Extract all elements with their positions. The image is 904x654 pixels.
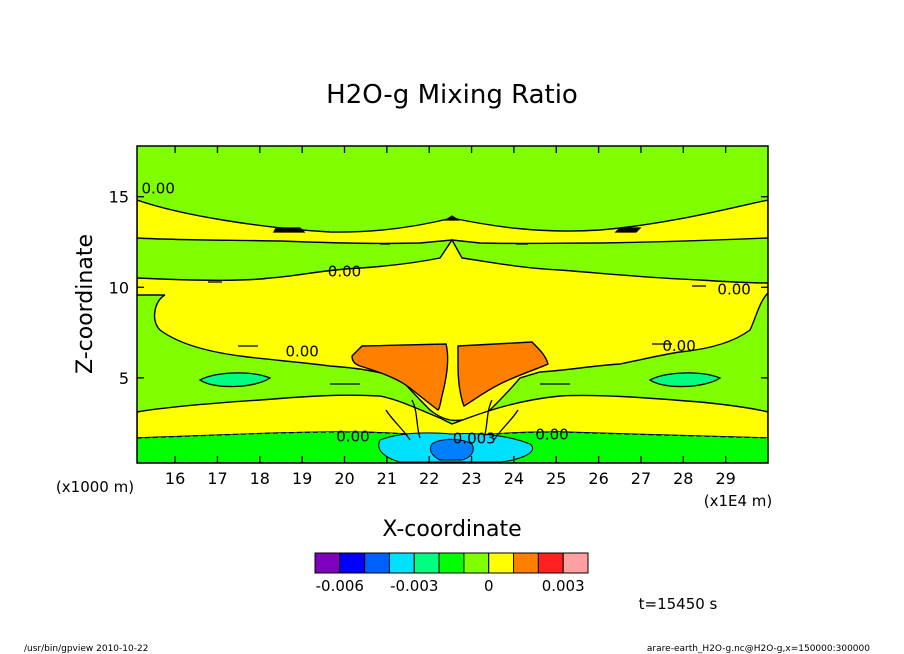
- x-tick-label: 25: [546, 469, 566, 488]
- footer-left: /usr/bin/gpview 2010-10-22: [24, 644, 148, 654]
- y-axis-label: Z-coordinate: [73, 234, 98, 374]
- contour-label: 0.00: [336, 427, 369, 445]
- y-tick-label: 10: [109, 278, 129, 297]
- x-tick-label: 27: [631, 469, 651, 488]
- colorbar-swatch: [463, 552, 490, 574]
- y-axis-ticks: 5 10 15: [109, 188, 768, 388]
- colorbar-swatch: [513, 552, 539, 574]
- colorbar-swatch: [388, 552, 415, 574]
- x-tick-label: 16: [165, 469, 185, 488]
- colorbar-labels: -0.006 -0.003 0 0.003: [316, 577, 585, 595]
- x-unit-label: (x1E4 m): [704, 492, 773, 510]
- colorbar: [314, 552, 589, 574]
- x-tick-label: 26: [588, 469, 608, 488]
- colorbar-tick-label: -0.006: [316, 577, 364, 595]
- contour-label: 0.00: [662, 337, 695, 355]
- x-tick-label: 18: [250, 469, 270, 488]
- minor-contours: [198, 215, 722, 441]
- x-tick-label: 17: [207, 469, 227, 488]
- contour-label: 0.00: [328, 263, 361, 281]
- chart-title: H2O-g Mixing Ratio: [326, 80, 578, 110]
- colorbar-swatch: [314, 552, 341, 574]
- core-right-region: [457, 341, 549, 408]
- y-tick-label: 5: [119, 369, 129, 388]
- x-tick-label: 28: [673, 469, 693, 488]
- contour-label: -0.003: [447, 429, 495, 447]
- contour-label: 0.00: [141, 179, 174, 197]
- time-label: t=15450 s: [639, 595, 718, 613]
- x-tick-label: 23: [461, 469, 481, 488]
- core-left-region: [351, 343, 449, 411]
- plot-frame: [136, 145, 769, 464]
- x-axis-ticks: 16 17 18 19 20 21 22 23 24 25 26 27 28 29: [165, 146, 736, 488]
- contour-label: 0.00: [717, 281, 750, 299]
- colorbar-swatch: [364, 552, 390, 574]
- colorbar-swatch: [339, 552, 366, 574]
- colorbar-swatch: [562, 552, 589, 574]
- x-tick-label: 22: [419, 469, 439, 488]
- colorbar-swatch: [537, 552, 564, 574]
- colorbar-swatch: [413, 552, 440, 574]
- colorbar-tick-label: -0.003: [390, 577, 438, 595]
- x-tick-label: 21: [377, 469, 397, 488]
- colorbar-tick-label: 0: [484, 577, 494, 595]
- x-tick-label: 29: [715, 469, 735, 488]
- deficit-core-region: [429, 439, 474, 461]
- plot-area: [137, 146, 768, 463]
- contour-labels: 0.00 0.00 0.00 0.00 0.00 0.00 -0.003 0.00: [141, 179, 750, 447]
- anvil-region: [137, 238, 768, 422]
- contour-label: 0.00: [535, 426, 568, 444]
- y-unit-label: (x1000 m): [56, 478, 134, 496]
- colorbar-swatch: [438, 552, 465, 574]
- x-axis-label: X-coordinate: [382, 517, 521, 542]
- contour-label: 0.00: [285, 342, 318, 360]
- x-tick-label: 20: [334, 469, 354, 488]
- footer-right: arare-earth_H2O-g.nc@H2O-g,x=150000:3000…: [647, 644, 870, 654]
- colorbar-swatch: [488, 552, 515, 574]
- x-tick-label: 19: [292, 469, 312, 488]
- x-tick-label: 24: [504, 469, 524, 488]
- colorbar-tick-label: 0.003: [542, 577, 585, 595]
- y-tick-label: 15: [109, 188, 129, 207]
